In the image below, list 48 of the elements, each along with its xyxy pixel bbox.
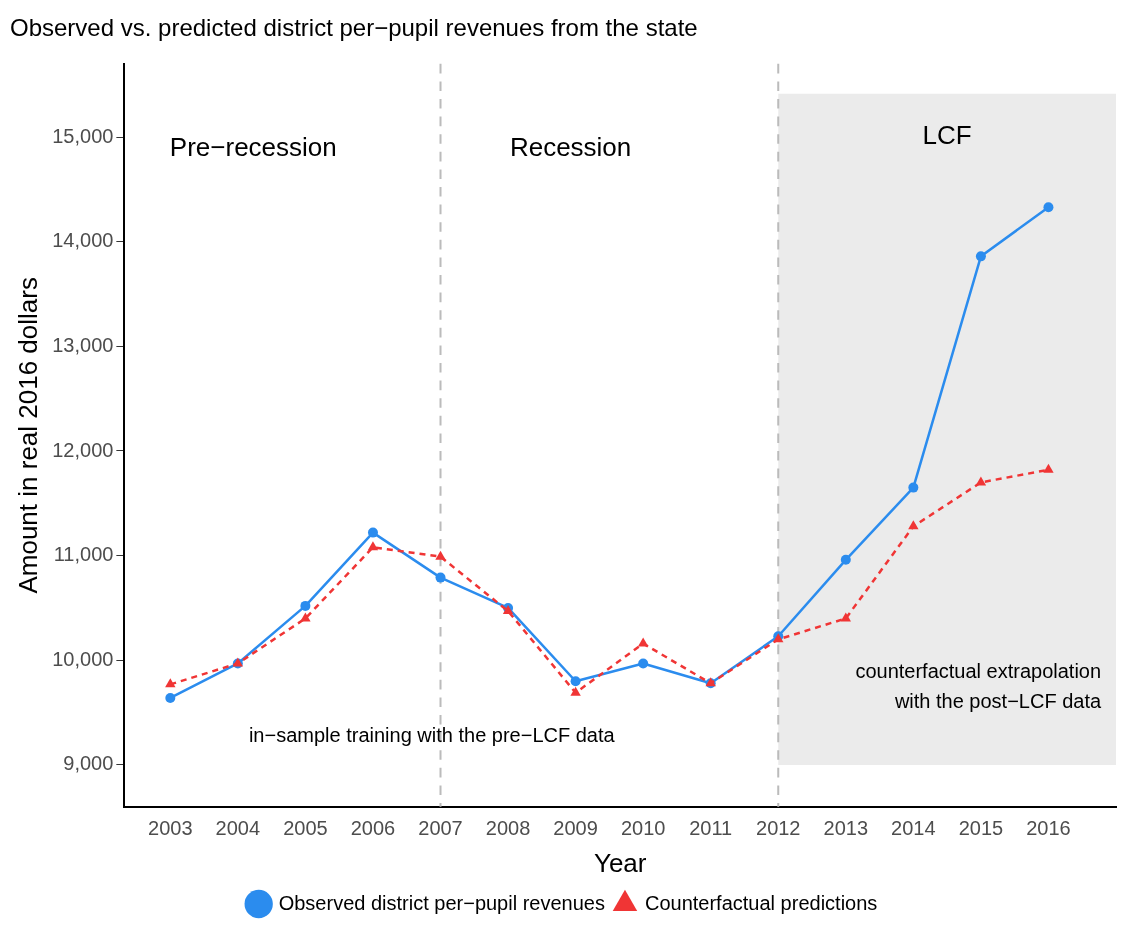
- annotation: in−sample training with the pre−LCF data: [248, 723, 616, 746]
- point: [840, 554, 851, 565]
- y-tick-label: 15,000: [52, 124, 114, 147]
- y-tick-label: 13,000: [52, 333, 114, 356]
- x-tick-label: 2009: [553, 817, 598, 840]
- x-tick-label: 2011: [689, 817, 733, 840]
- annotation: Recession: [509, 132, 632, 163]
- annotation: Pre−recession: [169, 132, 337, 163]
- y-tick-label: 11,000: [53, 543, 114, 566]
- point: [638, 658, 649, 669]
- y-tick-label: 9,000: [63, 752, 114, 775]
- annotation: counterfactual extrapolation with the post−LCF data: [855, 660, 1102, 713]
- y-tick-label: 14,000: [52, 229, 114, 252]
- legend-label: Counterfactual predictions: [644, 891, 878, 914]
- x-axis-title: Year: [593, 847, 647, 878]
- y-tick-label: 10,000: [52, 647, 114, 670]
- x-tick-label: 2012: [756, 817, 801, 840]
- point: [300, 600, 311, 611]
- point: [975, 476, 987, 486]
- band-label: LCF: [922, 120, 972, 151]
- point: [435, 550, 446, 560]
- legend-label: Observed district per−pupil revenues: [278, 891, 605, 914]
- x-tick-label: 2015: [958, 817, 1004, 840]
- x-tick-label: 2016: [1026, 817, 1071, 840]
- x-tick-label: 2010: [620, 817, 666, 840]
- x-tick-label: 2007: [418, 817, 463, 840]
- point: [165, 678, 176, 688]
- y-tick-label: 12,000: [52, 438, 114, 461]
- point: [637, 637, 649, 647]
- x-tick-label: 2014: [891, 817, 936, 840]
- point: [570, 686, 581, 696]
- point: [1043, 202, 1054, 213]
- point: [367, 527, 378, 538]
- x-tick-label: 2004: [215, 817, 261, 840]
- point: [1043, 463, 1054, 473]
- point: [165, 692, 176, 703]
- x-tick-label: 2008: [485, 817, 531, 840]
- y-axis-title: Amount in real 2016 dollars: [12, 277, 43, 594]
- x-tick-label: 2006: [350, 817, 396, 840]
- x-tick-label: 2005: [283, 817, 328, 840]
- point: [435, 572, 446, 583]
- chart-title: Observed vs. predicted district per−pupil revenues from the state: [10, 14, 698, 42]
- point: [367, 541, 379, 551]
- point: [908, 482, 919, 493]
- point: [975, 251, 986, 262]
- x-tick-label: 2003: [148, 817, 193, 840]
- point: [570, 676, 581, 687]
- x-tick-label: 2013: [823, 817, 869, 840]
